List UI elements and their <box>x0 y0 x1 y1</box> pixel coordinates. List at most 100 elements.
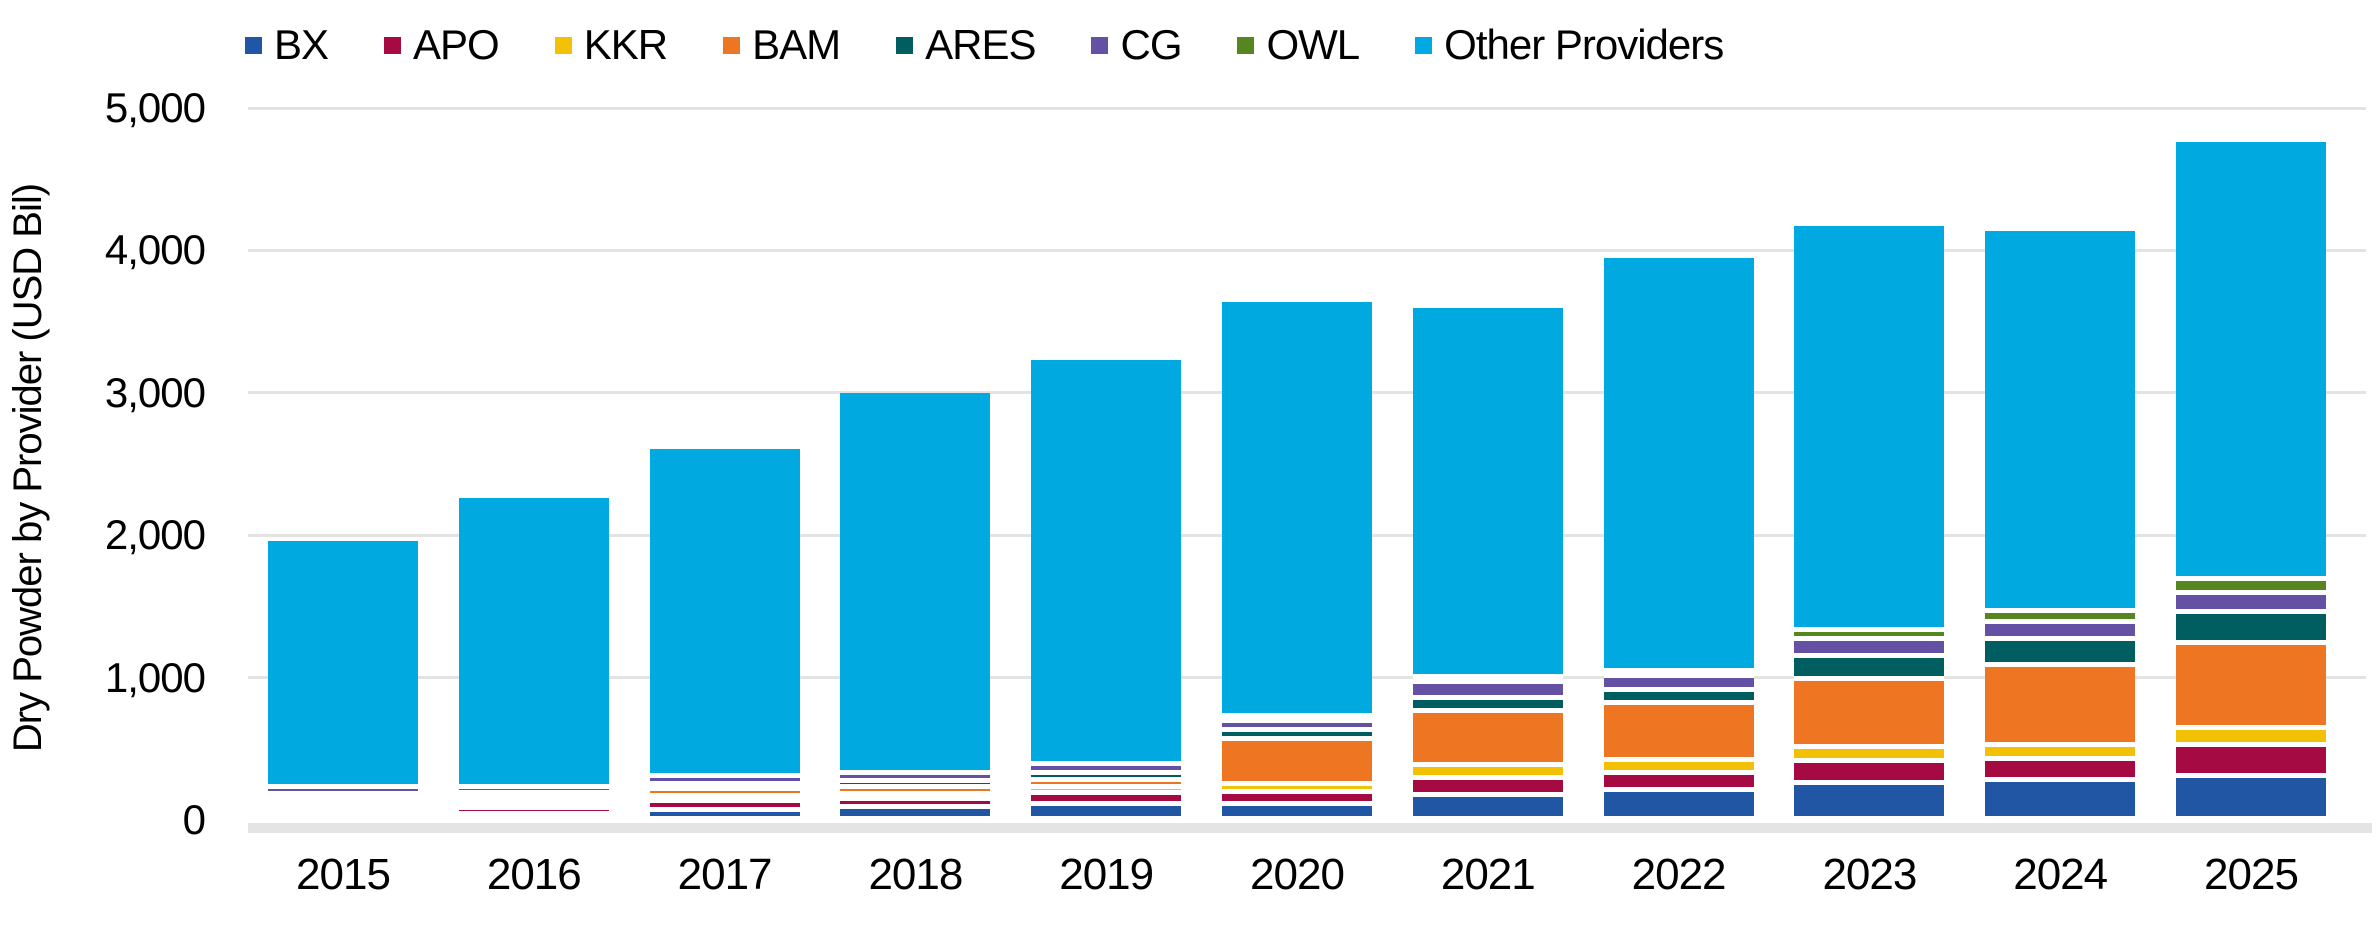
legend-label: APO <box>413 21 500 68</box>
legend-swatch-icon <box>1091 36 1109 54</box>
bar-segment-kkr-2024 <box>1985 741 2136 756</box>
legend: BX APO KKR BAM ARES CG OWL Other Providers <box>245 20 1724 70</box>
bar-segment-cg-2017 <box>649 772 800 782</box>
bar-segment-bx-2017 <box>649 807 800 820</box>
legend-item-kkr: KKR <box>554 24 668 66</box>
bar-2017 <box>649 449 800 820</box>
bar-segment-cg-2019 <box>1031 760 1182 771</box>
bar-segment-cg-2023 <box>1794 635 1945 653</box>
bar-segment-bx-2023 <box>1794 780 1945 820</box>
bar-segment-bx-2019 <box>1031 800 1182 820</box>
x-tick-label-2015: 2015 <box>296 850 391 899</box>
bar-2022 <box>1603 257 1754 820</box>
bar-segment-apo-2017 <box>649 797 800 808</box>
bar-segment-bam-2024 <box>1985 661 2136 742</box>
bar-segment-bx-2025 <box>2176 773 2326 820</box>
bar-segment-owl-2022 <box>1603 667 1754 673</box>
bar-segment-bx-2016 <box>458 810 609 820</box>
bar-segment-bx-2024 <box>1985 777 2136 820</box>
bar-segment-bam-2022 <box>1603 700 1754 758</box>
bar-segment-ares-2024 <box>1985 636 2136 662</box>
legend-item-owl: OWL <box>1237 21 1360 68</box>
bar-segment-other-providers-2018 <box>840 392 991 770</box>
bar-segment-bam-2017 <box>649 786 800 793</box>
bar-segment-bam-2018 <box>840 784 991 791</box>
bar-segment-cg-2018 <box>840 769 991 779</box>
bar-segment-bx-2020 <box>1222 800 1372 820</box>
bar-segment-cg-2024 <box>1985 619 2136 637</box>
bar-2015 <box>268 540 418 820</box>
legend-swatch-icon <box>384 36 402 54</box>
legend-label: BX <box>274 21 329 68</box>
bar-segment-bx-2015 <box>268 810 418 820</box>
legend-item-other-providers: Other Providers <box>1415 21 1724 68</box>
x-tick-label-2016: 2016 <box>486 850 582 899</box>
bar-segment-bam-2016 <box>458 795 609 801</box>
bar-segment-apo-2021 <box>1412 775 1563 792</box>
bar-segment-apo-2019 <box>1031 790 1182 801</box>
bar-segment-apo-2022 <box>1603 770 1754 788</box>
legend-label: Other Providers <box>1444 21 1724 68</box>
bar-segment-bam-2025 <box>2176 639 2326 726</box>
legend-item-ares: ARES <box>896 21 1036 68</box>
legend-item-bx: BX <box>245 21 329 68</box>
y-tick-label-2000: 2,000 <box>104 511 206 559</box>
bar-segment-bam-2019 <box>1031 776 1182 784</box>
bar-segment-apo-2024 <box>1985 755 2136 778</box>
bar-segment-bx-2021 <box>1412 791 1563 820</box>
bar-segment-apo-2016 <box>458 805 609 811</box>
bar-segment-ares-2019 <box>1031 770 1182 777</box>
x-tick-label-2023: 2023 <box>1822 850 1917 899</box>
bar-segment-cg-2021 <box>1412 679 1563 695</box>
bar-2025 <box>2176 142 2326 820</box>
gridline-4000 <box>248 248 2366 252</box>
bar-segment-other-providers-2021 <box>1412 308 1563 675</box>
x-tick-label-2022: 2022 <box>1631 850 1727 899</box>
bar-segment-ares-2020 <box>1222 727 1372 736</box>
bar-segment-apo-2018 <box>840 795 991 805</box>
bar-2023 <box>1794 226 1945 820</box>
legend-swatch-icon <box>1415 36 1433 54</box>
x-tick-label-2019: 2019 <box>1059 850 1154 899</box>
bar-2024 <box>1985 230 2136 820</box>
bar-segment-owl-2023 <box>1794 627 1945 636</box>
bar-segment-ares-2017 <box>649 781 800 787</box>
bar-segment-owl-2020 <box>1222 712 1372 718</box>
bar-segment-kkr-2025 <box>2176 725 2326 743</box>
x-tick-label-2018: 2018 <box>868 850 963 899</box>
bar-segment-bam-2021 <box>1412 708 1563 763</box>
legend-item-cg: CG <box>1091 24 1182 66</box>
bar-segment-other-providers-2020 <box>1222 301 1372 713</box>
bar-segment-apo-2023 <box>1794 758 1945 781</box>
x-axis-line <box>248 823 2372 833</box>
legend-swatch-icon <box>723 36 741 54</box>
legend-label: ARES <box>925 21 1036 68</box>
bar-segment-other-providers-2023 <box>1794 226 1945 628</box>
bar-segment-other-providers-2017 <box>649 449 800 773</box>
bar-segment-other-providers-2024 <box>1985 230 2136 608</box>
legend-swatch-icon <box>554 36 572 54</box>
y-tick-label-1000: 1,000 <box>104 653 206 701</box>
bar-segment-kkr-2023 <box>1794 743 1945 759</box>
bar-segment-other-providers-2019 <box>1031 360 1182 761</box>
legend-label: OWL <box>1266 21 1360 68</box>
legend-item-apo: APO <box>384 21 500 68</box>
bar-2018 <box>840 392 991 820</box>
bar-2021 <box>1412 308 1563 820</box>
bar-segment-other-providers-2015 <box>268 540 418 785</box>
bar-segment-kkr-2018 <box>840 790 991 796</box>
bar-segment-owl-2024 <box>1985 607 2136 620</box>
bar-segment-kkr-2019 <box>1031 783 1182 791</box>
bar-segment-bx-2022 <box>1603 787 1754 820</box>
bar-segment-kkr-2015 <box>268 800 418 806</box>
x-tick-label-2025: 2025 <box>2204 850 2299 899</box>
bar-segment-owl-2025 <box>2176 575 2326 591</box>
bar-segment-other-providers-2025 <box>2176 142 2326 576</box>
bar-segment-apo-2015 <box>268 805 418 811</box>
y-tick-label-4000: 4,000 <box>104 226 206 274</box>
y-tick-label-3000: 3,000 <box>104 368 206 416</box>
bar-segment-ares-2016 <box>458 790 609 796</box>
bar-segment-ares-2018 <box>840 778 991 785</box>
bar-segment-cg-2022 <box>1603 672 1754 687</box>
